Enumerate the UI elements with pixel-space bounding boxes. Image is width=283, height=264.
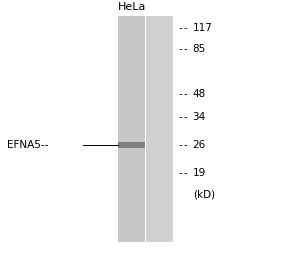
Text: --: --: [177, 23, 189, 33]
Text: EFNA5--: EFNA5--: [7, 140, 48, 150]
Text: 26: 26: [193, 140, 206, 150]
Text: --: --: [177, 89, 189, 99]
Text: --: --: [177, 168, 189, 178]
Text: --: --: [177, 140, 189, 150]
Text: HeLa: HeLa: [117, 2, 146, 12]
Text: --: --: [177, 112, 189, 122]
Text: 19: 19: [193, 168, 206, 178]
Text: (kD): (kD): [193, 189, 215, 199]
Text: 85: 85: [193, 44, 206, 54]
Text: 34: 34: [193, 112, 206, 122]
Text: --: --: [177, 44, 189, 54]
Text: 48: 48: [193, 89, 206, 99]
Text: 117: 117: [193, 23, 213, 33]
